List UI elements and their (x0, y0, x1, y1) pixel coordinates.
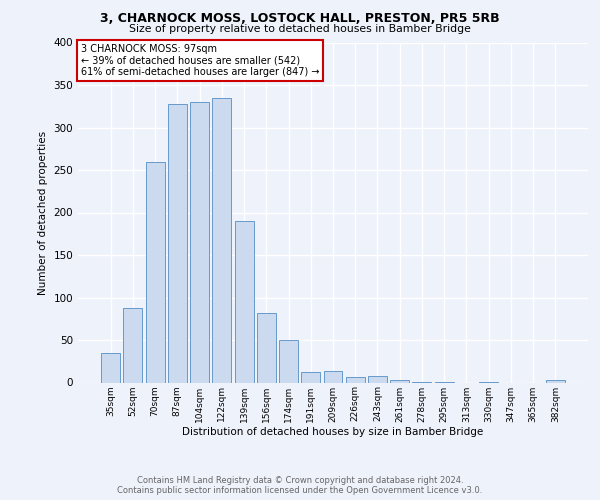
X-axis label: Distribution of detached houses by size in Bamber Bridge: Distribution of detached houses by size … (182, 427, 484, 437)
Bar (235, 221, 254, 382)
Bar (168, 104, 187, 382)
Text: 3 CHARNOCK MOSS: 97sqm
← 39% of detached houses are smaller (542)
61% of semi-de: 3 CHARNOCK MOSS: 97sqm ← 39% of detached… (80, 44, 319, 78)
Bar (212, 98, 231, 382)
Bar (279, 340, 298, 382)
Bar (301, 372, 320, 382)
Bar (101, 353, 120, 382)
Text: Contains HM Land Registry data © Crown copyright and database right 2024.
Contai: Contains HM Land Registry data © Crown c… (118, 476, 482, 495)
Bar (257, 313, 276, 382)
Y-axis label: Number of detached properties: Number of detached properties (38, 130, 48, 294)
Text: 3, CHARNOCK MOSS, LOSTOCK HALL, PRESTON, PR5 5RB: 3, CHARNOCK MOSS, LOSTOCK HALL, PRESTON,… (100, 12, 500, 26)
Bar (190, 102, 209, 382)
Bar (368, 376, 387, 382)
Bar (346, 376, 365, 382)
Bar (146, 162, 164, 382)
Bar (546, 380, 565, 382)
Text: Size of property relative to detached houses in Bamber Bridge: Size of property relative to detached ho… (129, 24, 471, 34)
Bar (390, 380, 409, 382)
Bar (323, 372, 343, 382)
Bar (124, 308, 142, 382)
